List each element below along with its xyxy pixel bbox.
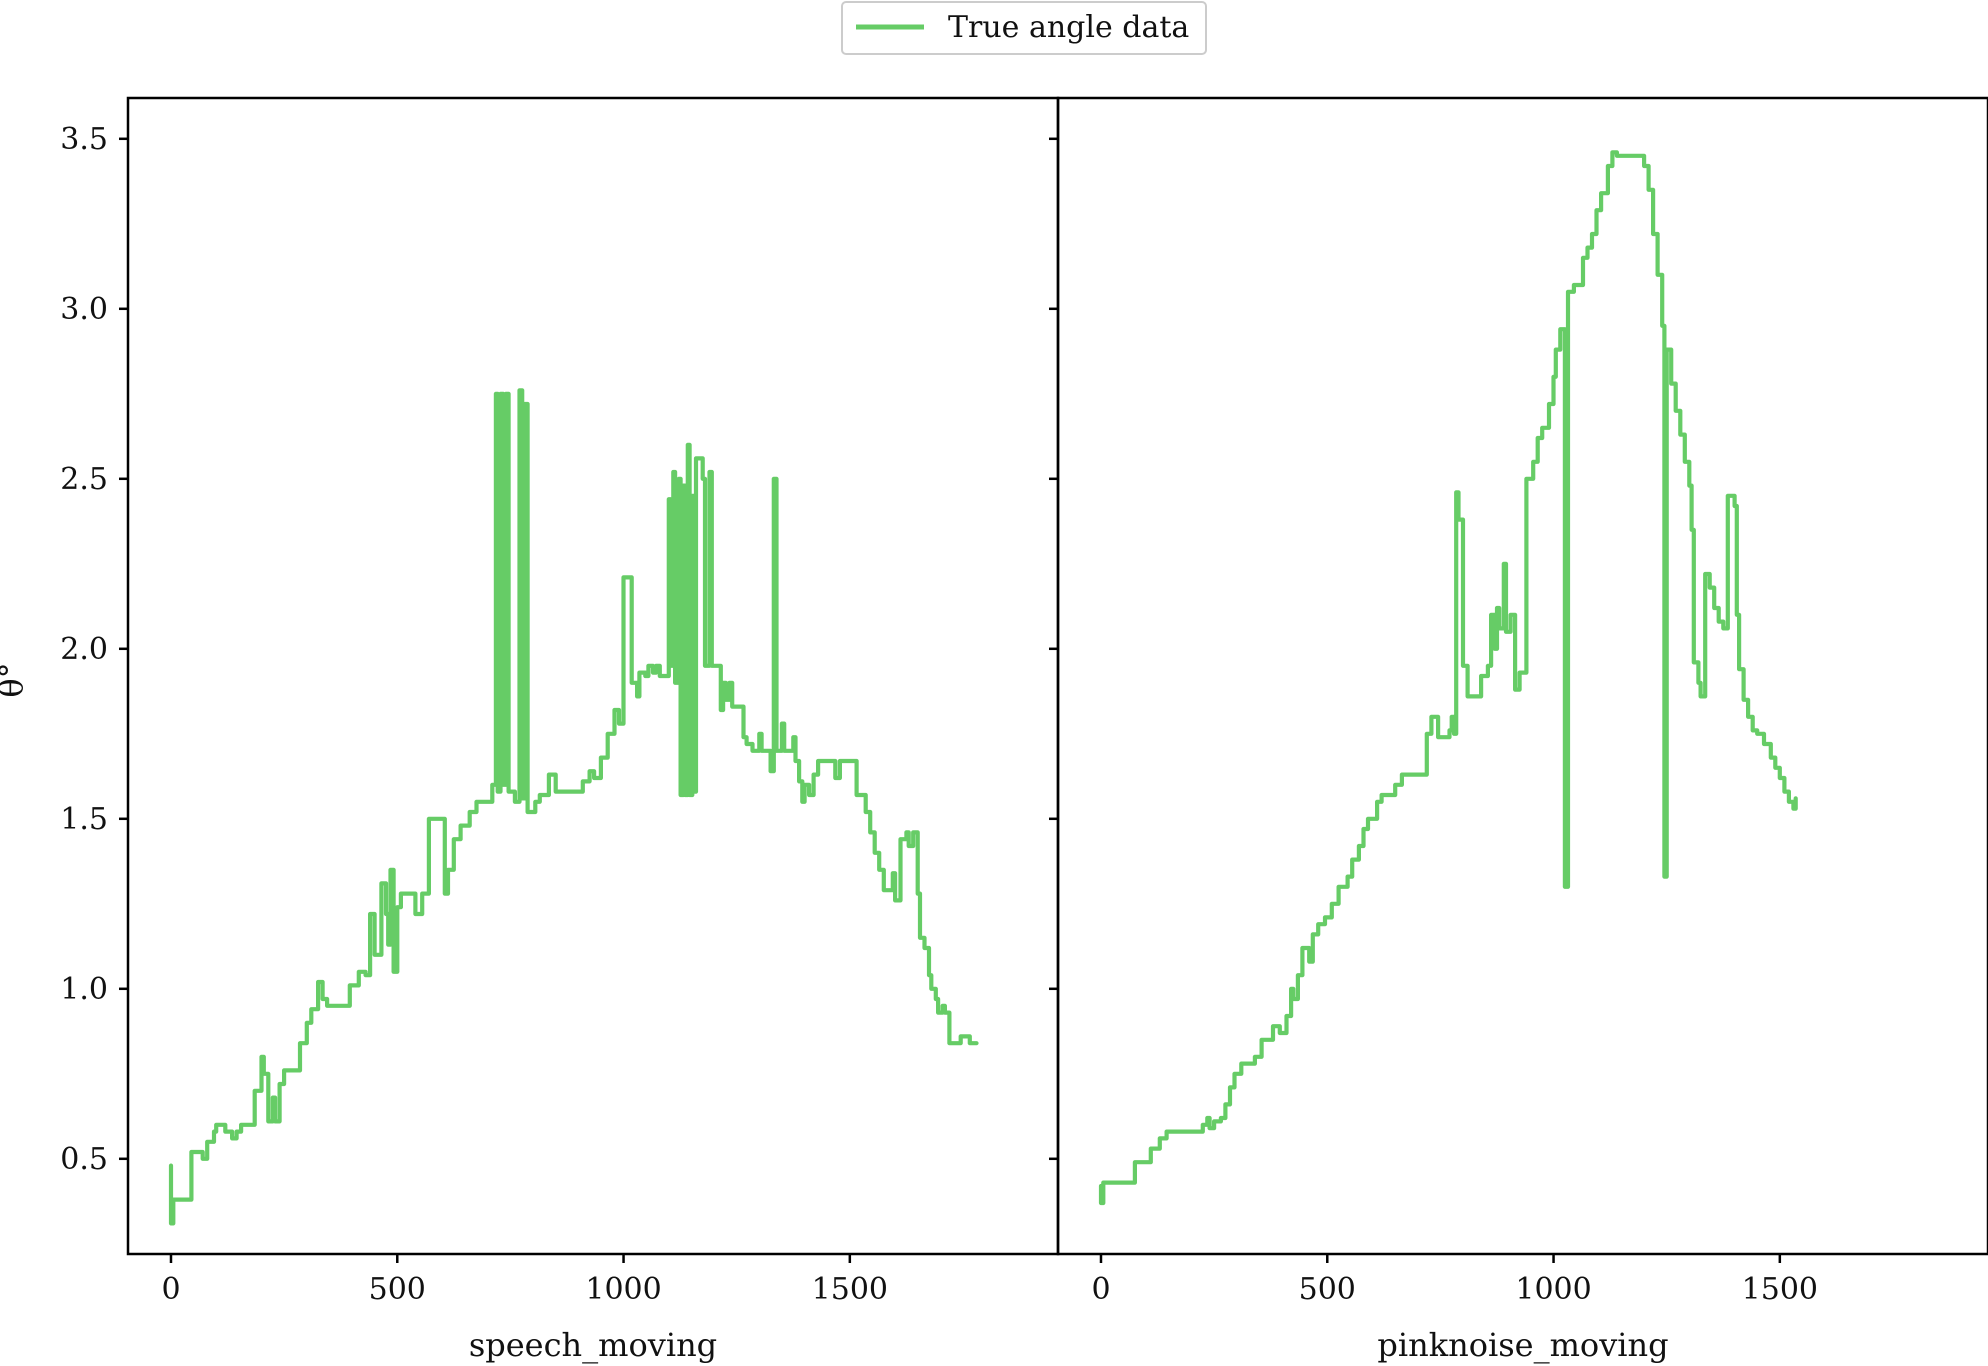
- left-xticks: 0 500 1000 1500: [161, 1254, 888, 1307]
- legend-label: True angle data: [948, 10, 1189, 45]
- left-ytick-label: 3.0: [60, 292, 108, 327]
- panel-left: 0 500 1000 1500 0.5 1.0 1.5 2.0 2.5 3.0 3.5 speec…: [0, 96, 1060, 1364]
- left-ylabel: θ°: [0, 662, 30, 697]
- legend-box: [841, 1, 1207, 55]
- right-xlabel: pinknoise_moving: [1377, 1326, 1668, 1364]
- right-xtick-label: 1500: [1742, 1272, 1818, 1307]
- left-ytick-label: 1.5: [60, 802, 108, 837]
- left-ytick-label: 0.5: [60, 1142, 108, 1177]
- left-xlabel: speech_moving: [469, 1326, 717, 1364]
- left-ytick-label: 2.5: [60, 462, 108, 497]
- left-xtick-label: 1500: [812, 1272, 888, 1307]
- left-xtick-label: 0: [161, 1272, 180, 1307]
- panel-right: 0 500 1000 1500 pinknoise_moving: [1049, 96, 1988, 1364]
- right-xtick-label: 0: [1091, 1272, 1110, 1307]
- left-ytick-label: 1.0: [60, 972, 108, 1007]
- right-series-line: [1098, 150, 1798, 1206]
- left-yticks: 0.5 1.0 1.5 2.0 2.5 3.0 3.5: [60, 122, 128, 1177]
- left-series: [168, 388, 979, 1226]
- left-xtick-label: 500: [369, 1272, 426, 1307]
- right-yticks: [1049, 137, 1058, 1161]
- right-xtick-label: 1000: [1515, 1272, 1591, 1307]
- right-series: [1098, 150, 1798, 1206]
- right-xticks: 0 500 1000 1500: [1091, 1254, 1818, 1307]
- legend: True angle data: [841, 1, 1207, 55]
- right-xtick-label: 500: [1299, 1272, 1356, 1307]
- left-xtick-label: 1000: [585, 1272, 661, 1307]
- left-ytick-label: 3.5: [60, 122, 108, 157]
- left-series-line: [168, 388, 979, 1226]
- left-ytick-label: 2.0: [60, 632, 108, 667]
- panel-right-frame: [1056, 96, 1988, 1256]
